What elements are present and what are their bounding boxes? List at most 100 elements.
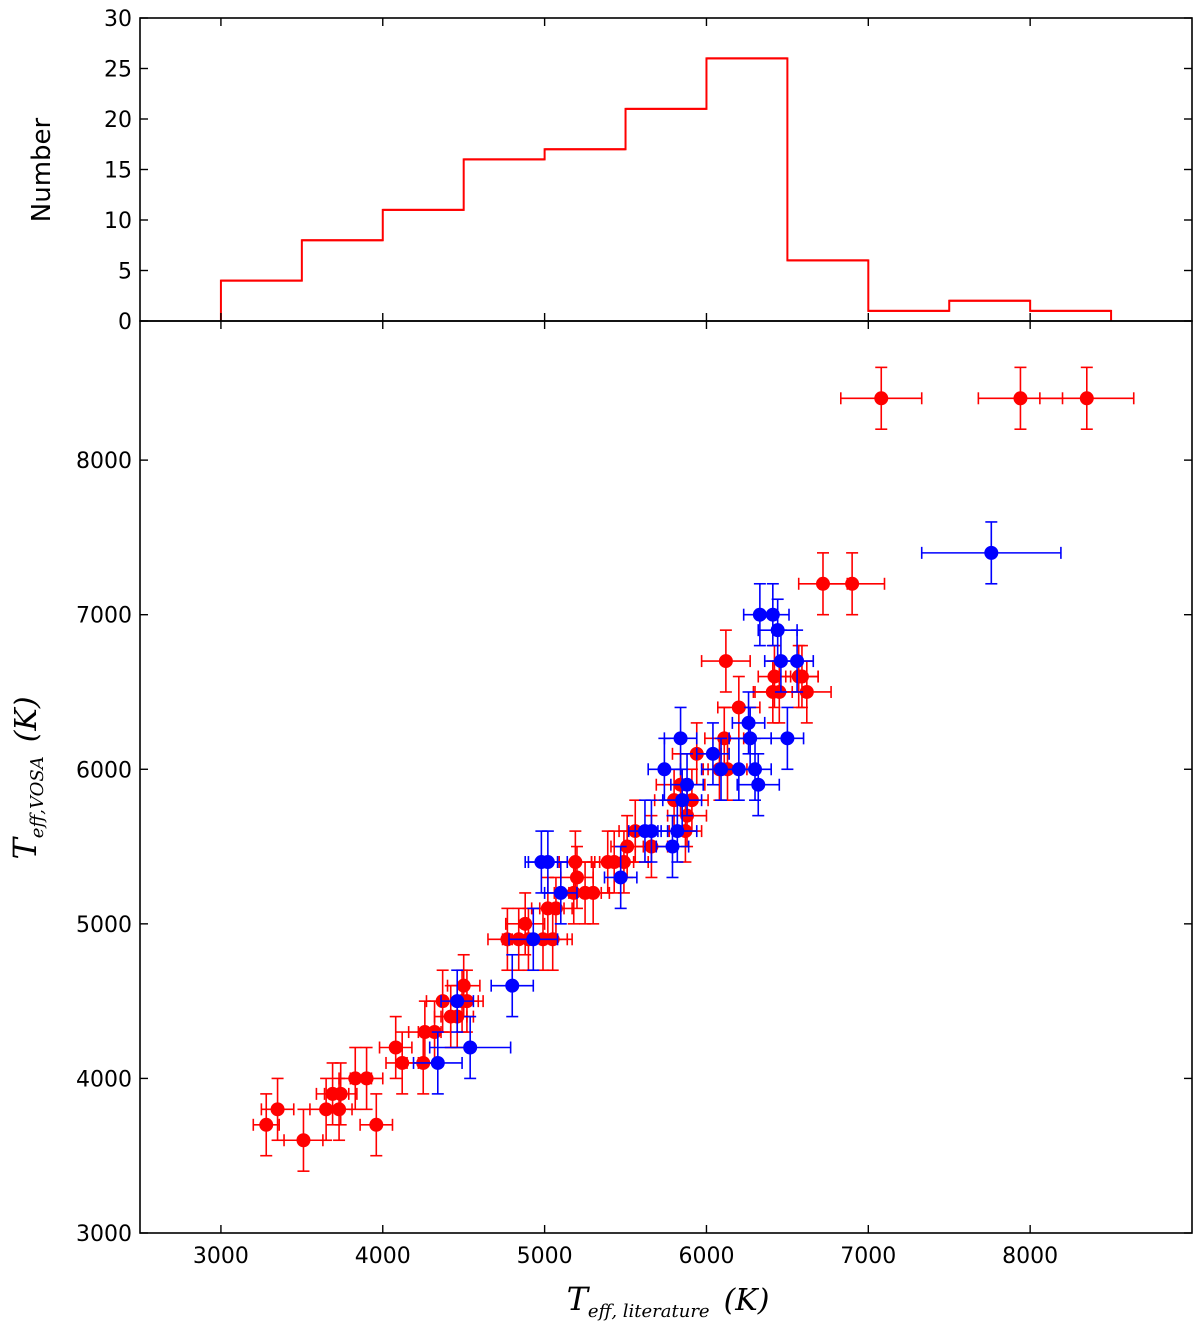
scatter-xtick-label: 7000 bbox=[840, 1244, 896, 1269]
histogram-step-outline bbox=[219, 57, 1113, 321]
x-label-subscript: eff, literature bbox=[588, 1301, 710, 1322]
scatter-ytick-label: 4000 bbox=[76, 1067, 132, 1092]
blue-point-group bbox=[428, 1015, 512, 1080]
red-point-group bbox=[839, 366, 923, 431]
red-data-point bbox=[548, 901, 563, 916]
blue-data-point bbox=[984, 545, 999, 560]
blue-data-point bbox=[680, 777, 695, 792]
blue-data-point bbox=[526, 932, 541, 947]
blue-data-point bbox=[463, 1040, 478, 1055]
blue-point-group bbox=[670, 753, 705, 817]
red-data-point bbox=[270, 1102, 285, 1117]
red-data-point bbox=[296, 1133, 311, 1148]
scatter-frame bbox=[139, 320, 1193, 1234]
blue-point-group bbox=[695, 722, 730, 786]
red-point-group bbox=[1039, 366, 1135, 431]
red-point-group bbox=[260, 1077, 295, 1142]
blue-point-group bbox=[508, 907, 559, 972]
red-point-group bbox=[323, 1062, 358, 1126]
blue-point-group bbox=[770, 706, 805, 771]
blue-data-point bbox=[751, 777, 766, 792]
series-blue bbox=[412, 521, 1062, 1095]
red-point-group bbox=[559, 845, 594, 910]
red-data-point bbox=[845, 576, 860, 591]
blue-data-point bbox=[553, 885, 568, 900]
red-data-point bbox=[1013, 391, 1028, 406]
red-data-point bbox=[1079, 391, 1094, 406]
scatter-y-axis-label: Teff,VOSA (K) bbox=[6, 696, 48, 859]
scatter-ytick-label: 5000 bbox=[76, 913, 132, 938]
blue-point-group bbox=[755, 582, 790, 647]
histogram-ytick-label: 5 bbox=[118, 260, 132, 285]
blue-point-group bbox=[440, 969, 475, 1033]
blue-point-group bbox=[661, 768, 703, 832]
histogram-ytick-label: 30 bbox=[104, 7, 132, 32]
y-label-unit: (K) bbox=[9, 696, 44, 742]
red-data-point bbox=[518, 916, 533, 931]
histogram-ytick-label: 20 bbox=[104, 108, 132, 133]
blue-point-group bbox=[655, 814, 690, 879]
histogram-y-axis-label: Number bbox=[27, 117, 57, 222]
red-data-point bbox=[794, 669, 809, 684]
blue-data-point bbox=[673, 731, 688, 746]
red-point-group bbox=[784, 644, 819, 709]
blue-data-point bbox=[748, 762, 763, 777]
scatter-xtick-label: 8000 bbox=[1002, 1244, 1058, 1269]
scatter-panel: 3000 4000 5000 6000 7000 8000 3000 4000 5000 6000… bbox=[76, 320, 1193, 1269]
red-point-group bbox=[349, 1046, 384, 1111]
blue-data-point bbox=[644, 824, 659, 839]
blue-data-point bbox=[675, 793, 690, 808]
blue-data-point bbox=[430, 1055, 445, 1070]
histogram-ytick-label: 15 bbox=[104, 159, 132, 184]
red-point-group bbox=[538, 876, 573, 941]
scatter-x-axis-label: Teff, literature (K) bbox=[567, 1280, 770, 1322]
histogram-panel: 0 5 10 15 20 25 30 bbox=[104, 7, 1193, 335]
histogram-frame bbox=[139, 17, 1193, 322]
red-point-group bbox=[283, 1108, 324, 1172]
blue-data-point bbox=[613, 870, 628, 885]
blue-data-point bbox=[665, 839, 680, 854]
red-data-point bbox=[369, 1117, 384, 1132]
red-data-point bbox=[359, 1071, 374, 1086]
y-label-symbol: T bbox=[6, 836, 44, 860]
histogram-ytick-label: 25 bbox=[104, 58, 132, 83]
blue-data-point bbox=[741, 715, 756, 730]
red-data-point bbox=[569, 870, 584, 885]
red-data-point bbox=[388, 1040, 403, 1055]
scatter-xtick-label: 5000 bbox=[517, 1244, 573, 1269]
red-data-point bbox=[616, 855, 631, 870]
red-data-point bbox=[333, 1086, 348, 1101]
blue-data-point bbox=[540, 855, 555, 870]
scatter-ytick-label: 6000 bbox=[76, 758, 132, 783]
axis-labels: Number Teff, literature (K) Teff,VOSA (K) bbox=[6, 117, 769, 1322]
blue-point-group bbox=[731, 691, 766, 755]
blue-point-group bbox=[412, 1031, 463, 1095]
blue-point-group bbox=[603, 845, 638, 910]
scatter-xtick-label: 3000 bbox=[193, 1244, 249, 1269]
x-label-unit: (K) bbox=[724, 1283, 770, 1318]
red-point-group bbox=[781, 660, 832, 724]
series-red bbox=[252, 366, 1135, 1172]
scatter-xtick-label: 6000 bbox=[678, 1244, 734, 1269]
blue-point-group bbox=[736, 753, 781, 817]
histogram-ytick-label: 10 bbox=[104, 209, 132, 234]
red-point-group bbox=[700, 629, 751, 693]
scatter-ytick-label: 3000 bbox=[76, 1222, 132, 1247]
red-data-point bbox=[332, 1102, 347, 1117]
blue-point-group bbox=[663, 706, 698, 771]
blue-point-group bbox=[527, 830, 569, 894]
y-label-subscript: eff,VOSA bbox=[27, 756, 48, 838]
blue-point-group bbox=[543, 861, 578, 925]
red-data-point bbox=[456, 978, 471, 993]
red-data-point bbox=[731, 700, 746, 715]
blue-data-point bbox=[657, 762, 672, 777]
red-point-group bbox=[378, 1015, 413, 1080]
blue-point-group bbox=[780, 629, 815, 693]
red-point-group bbox=[818, 552, 886, 616]
scatter-xtick-label: 4000 bbox=[355, 1244, 411, 1269]
red-point-group bbox=[359, 1093, 394, 1157]
red-point-group bbox=[252, 1093, 280, 1157]
blue-data-point bbox=[450, 994, 465, 1009]
blue-point-group bbox=[490, 953, 535, 1018]
